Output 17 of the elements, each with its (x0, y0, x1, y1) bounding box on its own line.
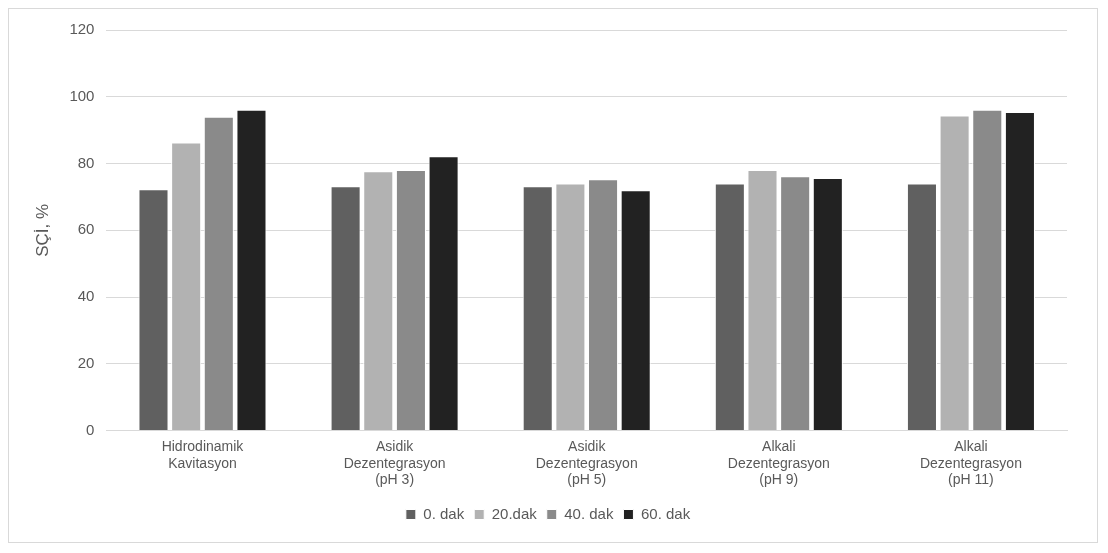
x-tick-label: Alkali Dezentegrasyon (pH 11) (919, 437, 1022, 488)
y-tick-label: 120 (69, 20, 95, 38)
y-tick-label: 0 (86, 420, 95, 438)
y-tick-label: 60 (77, 220, 95, 238)
y-tick-label: 40 (77, 287, 95, 305)
x-tick-label: Alkali Dezentegrasyon (pH 9) (727, 437, 830, 488)
y-axis-title: SÇİ, % (32, 203, 52, 257)
legend-label: 20.dak (491, 504, 538, 522)
x-tick-label: Hidrodinamik Kavitasyon (161, 437, 245, 471)
legend-label: 40. dak (564, 504, 614, 522)
legend-label: 0. dak (423, 504, 465, 522)
x-tick-label: Asidik Dezentegrasyon (pH 5) (535, 437, 638, 488)
y-tick-label: 80 (77, 153, 95, 171)
y-tick-label: 20 (77, 353, 95, 371)
x-tick-label: Asidik Dezentegrasyon (pH 3) (343, 437, 446, 488)
y-tick-label: 100 (69, 86, 95, 104)
legend-label: 60. dak (640, 504, 691, 522)
